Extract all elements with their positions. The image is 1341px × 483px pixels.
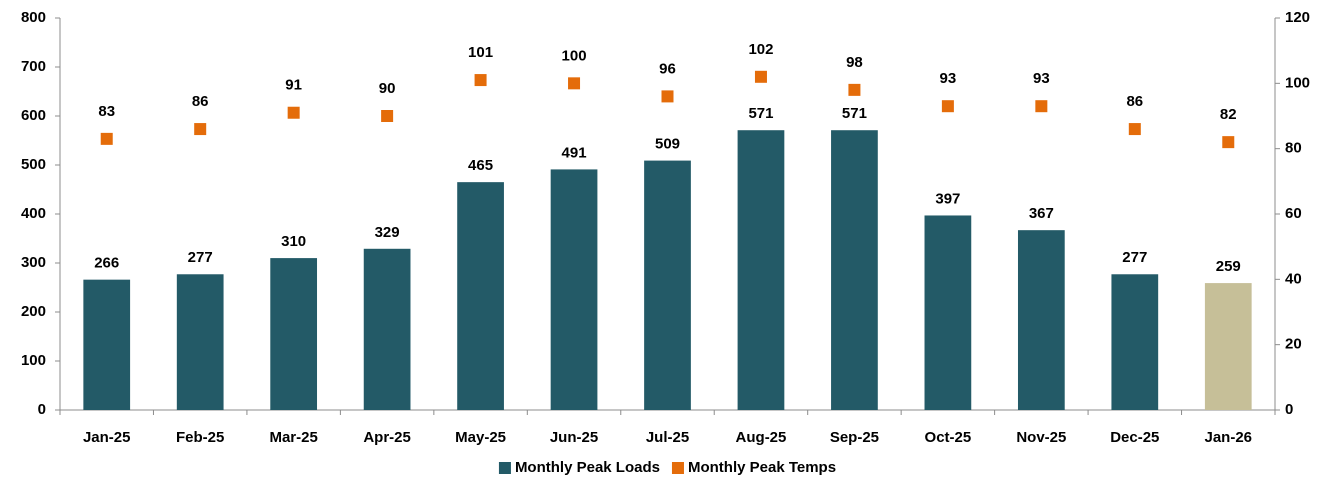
bar-value-label: 277 [1122,249,1147,266]
marker-value-label: 98 [846,54,863,71]
y-tick-label: 200 [21,303,46,320]
marker-value-label: 82 [1220,106,1237,123]
x-tick-label: Oct-25 [925,429,972,446]
marker [381,110,394,122]
marker [941,100,954,113]
x-tick-label: Feb-25 [176,429,224,446]
bar-value-label: 310 [281,233,306,250]
x-tick-label: Jun-25 [550,429,598,446]
bar [831,130,878,410]
bar-value-label: 277 [188,249,213,266]
bar [270,258,318,410]
y-tick-label: 700 [21,58,46,75]
x-tick-label: Sep-25 [830,429,879,446]
x-tick-label: Nov-25 [1016,429,1066,446]
bar-value-label: 491 [562,144,587,161]
marker-value-label: 93 [940,70,957,87]
marker [1128,123,1141,136]
bar [644,160,691,410]
y-tick-label: 100 [21,352,46,369]
bar-value-label: 571 [748,105,773,122]
marker-value-label: 93 [1033,70,1050,87]
bar [176,274,224,410]
x-tick-label: May-25 [455,429,506,446]
marker [100,132,113,145]
bar [1017,230,1065,410]
marker-value-label: 96 [659,60,676,77]
marker [754,70,767,83]
y2-tick-label: 120 [1285,9,1310,26]
y-tick-label: 300 [21,254,46,271]
x-tick-label: Jan-25 [83,429,131,446]
marker [194,123,207,136]
bar-value-label: 397 [935,190,960,207]
bar [1111,274,1159,410]
bar [737,130,785,410]
marker-value-label: 91 [285,77,302,94]
bar [83,279,131,410]
y-tick-label: 400 [21,205,46,222]
bar-value-label: 571 [842,105,867,122]
marker-value-label: 86 [1126,93,1143,110]
marker-value-label: 86 [192,93,209,110]
bar-value-label: 329 [375,224,400,241]
bar-value-label: 259 [1216,258,1241,275]
legend-label: Monthly Peak Loads [515,459,660,476]
y-tick-label: 600 [21,107,46,124]
x-tick-label: Mar-25 [269,429,317,446]
x-tick-label: Apr-25 [363,429,411,446]
legend-swatch [498,462,511,474]
bar-value-label: 465 [468,157,493,174]
bar [1204,283,1252,410]
bar [924,215,972,410]
y2-tick-label: 100 [1285,74,1310,91]
x-tick-label: Aug-25 [736,429,787,446]
marker [1222,136,1235,149]
x-tick-label: Jul-25 [646,429,689,446]
bar [457,182,504,410]
marker [1035,100,1048,113]
marker [661,90,674,103]
y2-tick-label: 60 [1285,205,1302,222]
bar-value-label: 367 [1029,205,1054,222]
marker-value-label: 101 [468,44,493,61]
marker-value-label: 100 [562,47,587,64]
marker-value-label: 90 [379,80,396,97]
marker [474,74,487,87]
legend-label: Monthly Peak Temps [688,459,836,476]
marker [848,83,861,96]
y-tick-label: 500 [21,156,46,173]
legend-swatch [671,462,684,474]
marker-value-label: 83 [98,103,115,120]
marker [568,77,581,90]
marker [287,106,300,119]
y2-tick-label: 80 [1285,140,1302,157]
y2-tick-label: 20 [1285,336,1302,353]
x-tick-label: Jan-26 [1205,429,1253,446]
x-tick-label: Dec-25 [1110,429,1159,446]
y2-tick-label: 0 [1285,401,1293,418]
y-tick-label: 800 [21,9,46,26]
bar [550,169,598,410]
bar [363,248,411,410]
y-tick-label: 0 [38,401,46,418]
marker-value-label: 102 [748,41,773,58]
bar-value-label: 266 [94,255,119,272]
y2-tick-label: 40 [1285,270,1302,287]
bar-value-label: 509 [655,136,680,153]
